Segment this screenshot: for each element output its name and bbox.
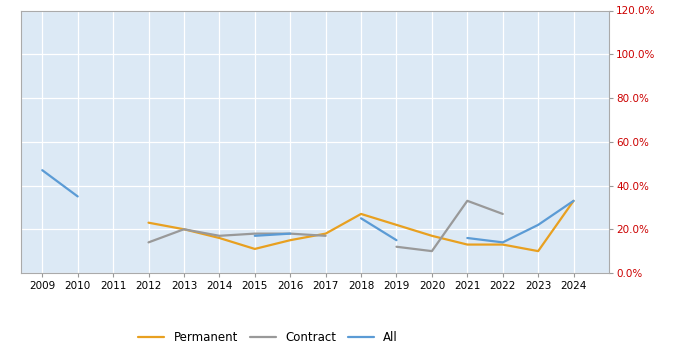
All: [74, 194, 82, 198]
Permanent: [180, 227, 188, 231]
Permanent: [463, 243, 472, 247]
Permanent: [357, 212, 365, 216]
Legend: Permanent, Contract, All: Permanent, Contract, All: [133, 326, 402, 349]
Permanent: [321, 232, 330, 236]
Line: All: All: [42, 170, 78, 196]
Permanent: [498, 243, 507, 247]
Permanent: [215, 236, 223, 240]
Permanent: [534, 249, 542, 253]
Permanent: [569, 199, 577, 203]
Permanent: [428, 234, 436, 238]
Permanent: [144, 220, 153, 225]
Permanent: [251, 247, 259, 251]
Permanent: [286, 238, 295, 242]
Permanent: [392, 223, 400, 227]
Line: Permanent: Permanent: [148, 201, 573, 251]
All: [38, 168, 46, 172]
